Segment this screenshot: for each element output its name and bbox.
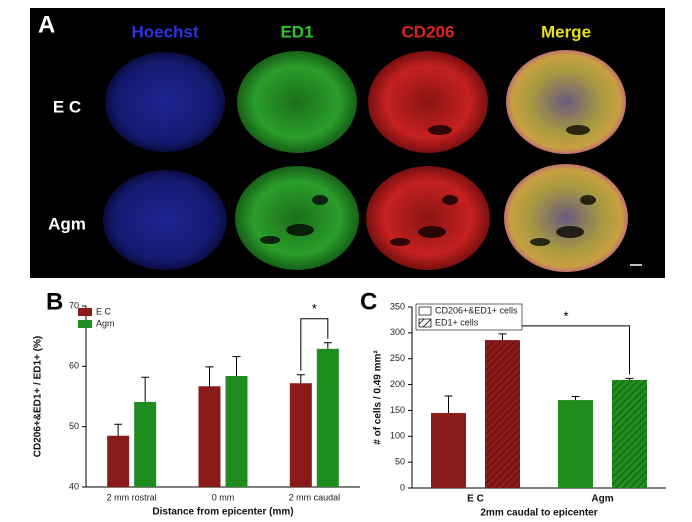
y-tick-label: 50	[395, 457, 405, 467]
y-tick-label: 250	[390, 353, 405, 363]
bar	[107, 435, 130, 487]
bar	[558, 400, 593, 488]
micrograph	[235, 166, 359, 270]
error-bar	[625, 377, 634, 380]
error-bar	[571, 395, 580, 401]
bar	[134, 401, 157, 487]
micrograph	[504, 164, 628, 272]
error-bar	[498, 333, 507, 341]
legend-box	[415, 303, 523, 331]
bar	[225, 375, 248, 487]
error-bar	[444, 395, 453, 414]
y-tick-label: 40	[69, 481, 79, 491]
legend-label: ED1+ cells	[435, 317, 479, 327]
channel-label: Hoechst	[131, 22, 198, 41]
x-tick-label: 0 mm	[212, 492, 235, 502]
y-tick-label: 50	[69, 421, 79, 431]
bar	[485, 340, 520, 488]
x-tick-label: 2 mm caudal	[289, 492, 341, 502]
error-bar	[205, 366, 214, 387]
channel-label: CD206	[402, 22, 455, 41]
bar	[612, 379, 647, 488]
y-tick-label: 100	[390, 431, 405, 441]
legend-swatch	[78, 308, 92, 316]
significance-label: *	[563, 308, 568, 323]
tissue-holes	[260, 125, 596, 246]
micrograph	[368, 51, 488, 153]
error-bar	[296, 374, 305, 384]
legend-label: CD206+&ED1+ cells	[435, 305, 518, 315]
y-tick-label: 350	[390, 301, 405, 311]
channel-label: ED1	[280, 22, 313, 41]
channel-label: Merge	[541, 22, 591, 41]
error-bar	[323, 342, 332, 349]
legend-swatch	[78, 320, 92, 328]
y-tick-label: 150	[390, 405, 405, 415]
legend-label: Agm	[96, 318, 115, 328]
micrograph	[103, 170, 227, 270]
x-axis-label: Distance from epicenter (mm)	[152, 507, 293, 518]
bar	[316, 348, 339, 487]
y-tick-label: 200	[390, 379, 405, 389]
error-bar	[141, 376, 150, 402]
panel-label: C	[360, 288, 377, 315]
y-axis-label: CD206+&ED1+ / ED1+ (%)	[33, 336, 44, 457]
significance-bracket	[502, 325, 630, 375]
significance-label: *	[312, 301, 317, 316]
error-bar	[114, 423, 123, 436]
group-label: E C	[53, 97, 81, 116]
x-tick-label: 2 mm rostral	[107, 492, 157, 502]
error-bar	[232, 356, 241, 376]
group-label: Agm	[48, 214, 86, 233]
micrograph	[237, 51, 357, 153]
x-axis-label: 2mm caudal to epicenter	[480, 508, 597, 519]
panel-label: B	[46, 288, 63, 315]
significance-bracket	[300, 318, 329, 371]
y-tick-label: 60	[69, 361, 79, 371]
micrograph	[366, 166, 490, 270]
x-tick-label: E C	[467, 494, 484, 505]
y-tick-label: 300	[390, 327, 405, 337]
bar	[431, 413, 466, 488]
micrographs	[103, 50, 628, 272]
micrograph	[105, 52, 225, 152]
y-tick-label: 0	[400, 482, 405, 492]
panel-label: A	[38, 11, 55, 38]
bar	[198, 386, 221, 487]
x-tick-label: Agm	[591, 494, 613, 505]
bar	[289, 383, 312, 487]
y-tick-label: 70	[69, 300, 79, 310]
micrograph	[506, 50, 626, 154]
y-axis-label: # of cells / 0.49 mm²	[373, 350, 384, 445]
legend-swatch	[418, 318, 432, 328]
legend-label: E C	[96, 306, 112, 316]
legend-swatch	[418, 306, 432, 316]
